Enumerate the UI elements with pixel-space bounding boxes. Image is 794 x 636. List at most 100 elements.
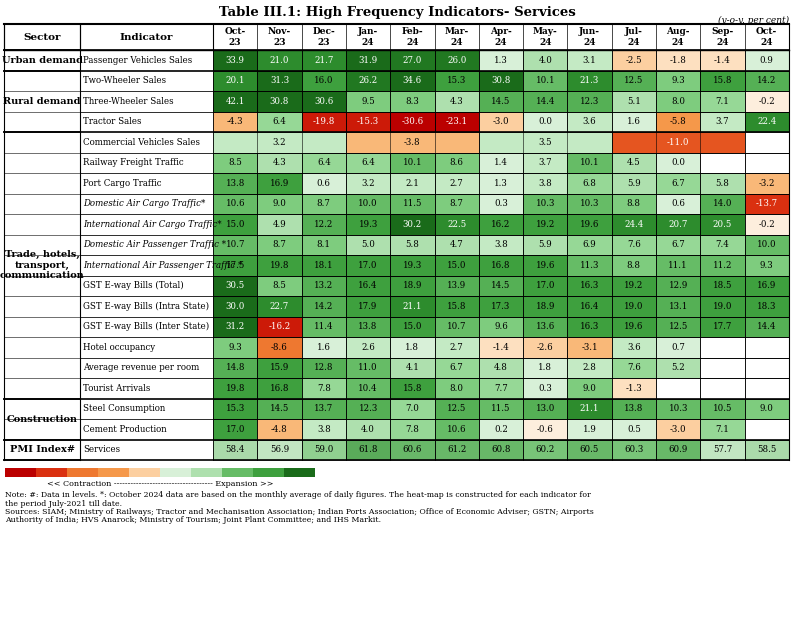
Bar	[346, 173, 390, 193]
Bar	[611, 439, 656, 460]
Bar	[390, 193, 434, 214]
Bar	[390, 378, 434, 399]
Bar	[745, 132, 789, 153]
Text: 7.8: 7.8	[317, 384, 330, 393]
Text: 19.8: 19.8	[270, 261, 289, 270]
Bar	[213, 153, 257, 173]
Bar	[479, 132, 611, 153]
Bar	[434, 275, 479, 296]
Bar	[656, 193, 700, 214]
Bar	[745, 91, 789, 111]
Bar	[346, 91, 390, 111]
Text: 17.5: 17.5	[225, 261, 245, 270]
Bar	[302, 419, 346, 439]
Bar	[479, 255, 523, 275]
Bar	[390, 296, 434, 317]
Bar	[390, 275, 434, 296]
Bar	[191, 468, 222, 477]
Text: 12.5: 12.5	[669, 322, 688, 331]
Bar	[745, 153, 789, 173]
Text: Port Cargo Traffic: Port Cargo Traffic	[83, 179, 161, 188]
Bar	[479, 153, 523, 173]
Bar	[390, 357, 434, 378]
Bar	[479, 91, 523, 111]
Bar	[611, 419, 656, 439]
Bar	[434, 50, 479, 71]
Bar	[98, 468, 129, 477]
Bar	[656, 317, 700, 337]
Bar	[257, 173, 302, 193]
Bar	[611, 235, 656, 255]
Text: Average revenue per room: Average revenue per room	[83, 363, 199, 372]
Text: International Air Passenger Traffic *: International Air Passenger Traffic *	[83, 261, 242, 270]
Bar	[390, 71, 434, 91]
Bar	[479, 419, 523, 439]
Bar	[346, 275, 390, 296]
Bar	[656, 399, 700, 419]
Bar	[302, 111, 346, 132]
Bar	[257, 378, 302, 399]
Bar	[611, 193, 656, 214]
Text: 12.3: 12.3	[580, 97, 599, 106]
Bar	[700, 337, 745, 357]
Text: -1.4: -1.4	[492, 343, 509, 352]
Bar	[568, 317, 611, 337]
Text: 19.2: 19.2	[624, 281, 644, 290]
Bar	[302, 275, 346, 296]
Bar	[700, 275, 745, 296]
Text: Oct-
23: Oct- 23	[225, 27, 246, 46]
Text: 13.8: 13.8	[225, 179, 245, 188]
Bar	[700, 296, 745, 317]
Bar	[656, 296, 700, 317]
Bar	[479, 275, 523, 296]
Bar	[257, 357, 302, 378]
Bar	[434, 111, 479, 132]
Bar	[656, 91, 700, 111]
Text: Domestic Air Passenger Traffic *: Domestic Air Passenger Traffic *	[83, 240, 226, 249]
Bar	[302, 153, 346, 173]
Bar	[346, 153, 390, 173]
Bar	[611, 214, 656, 235]
Text: 2.7: 2.7	[449, 343, 464, 352]
Text: 8.0: 8.0	[671, 97, 685, 106]
Bar	[390, 439, 434, 460]
Text: Services: Services	[83, 445, 120, 454]
Bar	[611, 337, 656, 357]
Bar	[213, 296, 257, 317]
Bar	[700, 275, 745, 296]
Text: -3.8: -3.8	[404, 138, 421, 147]
Bar	[656, 439, 700, 460]
Bar	[745, 296, 789, 317]
Bar	[568, 337, 611, 357]
Bar	[390, 337, 434, 357]
Bar	[213, 317, 257, 337]
Bar	[213, 111, 257, 132]
Bar	[523, 235, 568, 255]
Bar	[302, 235, 346, 255]
Text: 0.5: 0.5	[627, 425, 641, 434]
Bar	[302, 111, 346, 132]
Bar	[523, 317, 568, 337]
Text: Tourist Arrivals: Tourist Arrivals	[83, 384, 150, 393]
Text: GST E-way Bills (Intra State): GST E-way Bills (Intra State)	[83, 301, 209, 311]
Text: 12.9: 12.9	[669, 281, 688, 290]
Bar	[213, 439, 257, 460]
Bar	[302, 296, 346, 317]
Text: 34.6: 34.6	[403, 76, 422, 85]
Bar	[302, 337, 346, 357]
Bar	[656, 214, 700, 235]
Bar	[611, 71, 656, 91]
Bar	[568, 378, 611, 399]
Bar	[302, 275, 346, 296]
Text: 1.4: 1.4	[494, 158, 508, 167]
Bar	[390, 214, 434, 235]
Bar	[479, 439, 523, 460]
Bar	[745, 214, 789, 235]
Bar	[611, 439, 656, 460]
Text: 14.2: 14.2	[314, 301, 333, 311]
Text: 12.3: 12.3	[358, 404, 378, 413]
Text: 18.1: 18.1	[314, 261, 333, 270]
Bar	[523, 439, 568, 460]
Text: 10.3: 10.3	[536, 199, 555, 208]
Bar	[745, 235, 789, 255]
